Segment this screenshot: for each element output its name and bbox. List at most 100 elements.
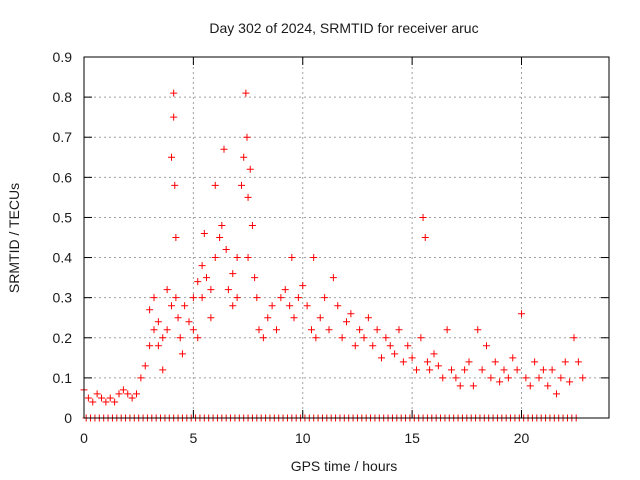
data-point <box>248 221 256 229</box>
data-point <box>334 302 342 310</box>
data-point <box>216 234 224 241</box>
x-tick-label: 10 <box>295 430 311 446</box>
data-point <box>329 274 337 282</box>
data-point <box>243 133 251 141</box>
data-point <box>288 254 296 262</box>
data-point <box>308 326 315 334</box>
data-point <box>246 165 254 173</box>
data-point <box>303 302 311 310</box>
data-point <box>509 354 517 362</box>
data-point <box>522 374 530 382</box>
y-tick-label: 0.2 <box>53 330 73 346</box>
data-point <box>557 374 565 382</box>
data-point <box>146 342 154 350</box>
data-point <box>535 374 543 382</box>
data-point <box>448 366 455 374</box>
data-point <box>364 314 372 322</box>
data-point <box>417 334 425 342</box>
x-tick-label: 0 <box>80 430 88 446</box>
data-point <box>238 181 245 189</box>
data-point <box>579 374 587 382</box>
data-point <box>198 294 206 302</box>
data-points <box>80 89 587 422</box>
x-axis-label: GPS time / hours <box>291 458 398 474</box>
data-point <box>229 270 237 278</box>
data-point <box>137 374 145 382</box>
data-point <box>98 394 105 402</box>
data-point <box>89 398 97 406</box>
data-point <box>255 326 263 334</box>
data-point <box>483 342 490 350</box>
data-point <box>222 246 230 254</box>
data-point <box>146 306 154 314</box>
data-point <box>419 213 427 221</box>
data-point <box>115 390 123 398</box>
chart-title: Day 302 of 2024, SRMTID for receiver aru… <box>209 20 478 36</box>
data-point <box>273 326 280 334</box>
x-tick-label: 20 <box>514 430 530 446</box>
data-point <box>351 342 359 350</box>
data-point <box>286 302 294 310</box>
data-point <box>343 318 350 326</box>
data-point <box>413 366 420 374</box>
y-tick-label: 0.1 <box>53 370 73 386</box>
data-point <box>244 254 252 262</box>
data-point <box>566 378 574 386</box>
data-point <box>178 350 186 358</box>
data-point <box>539 366 547 374</box>
y-tick-label: 0.7 <box>53 129 73 145</box>
data-point <box>168 302 175 310</box>
data-point <box>452 374 460 382</box>
data-point <box>456 382 464 390</box>
y-tick-label: 0 <box>64 410 72 426</box>
data-point <box>290 314 298 322</box>
data-point <box>150 326 158 334</box>
data-point <box>369 342 377 350</box>
data-point <box>504 374 512 382</box>
data-point <box>251 274 259 282</box>
y-tick-label: 0.8 <box>53 89 73 105</box>
data-point <box>218 221 226 229</box>
y-tick-label: 0.3 <box>53 290 73 306</box>
data-point <box>244 193 252 201</box>
data-point <box>423 358 431 366</box>
data-point <box>176 334 184 342</box>
data-point <box>421 234 429 241</box>
data-point <box>229 302 237 310</box>
data-point <box>181 302 189 310</box>
data-point <box>172 234 180 241</box>
data-point <box>386 342 394 350</box>
x-tick-label: 5 <box>189 430 197 446</box>
data-point <box>133 390 140 398</box>
data-point <box>102 398 110 406</box>
x-tick-label: 15 <box>404 430 420 446</box>
data-point <box>360 334 368 342</box>
data-point <box>496 378 504 386</box>
plot-frame <box>83 56 610 419</box>
data-point <box>373 326 381 334</box>
data-point <box>207 314 215 322</box>
data-point <box>170 89 178 97</box>
data-point <box>491 358 499 366</box>
y-tick-label: 0.9 <box>53 49 73 65</box>
data-point <box>174 314 182 322</box>
data-point <box>500 366 508 374</box>
data-point <box>299 282 307 290</box>
data-point <box>163 326 171 334</box>
data-point <box>170 113 178 121</box>
data-point <box>172 294 180 302</box>
data-point <box>404 342 412 350</box>
data-point <box>185 318 193 326</box>
data-point <box>198 262 206 270</box>
data-point <box>141 362 149 370</box>
data-point <box>171 181 179 189</box>
data-point <box>207 286 215 294</box>
data-point <box>347 310 355 318</box>
data-point <box>163 286 171 294</box>
data-point <box>531 358 539 366</box>
y-axis-label: SRMTID / TECUs <box>6 183 22 293</box>
data-point <box>513 366 521 374</box>
data-point <box>106 394 114 402</box>
data-point <box>111 398 119 406</box>
